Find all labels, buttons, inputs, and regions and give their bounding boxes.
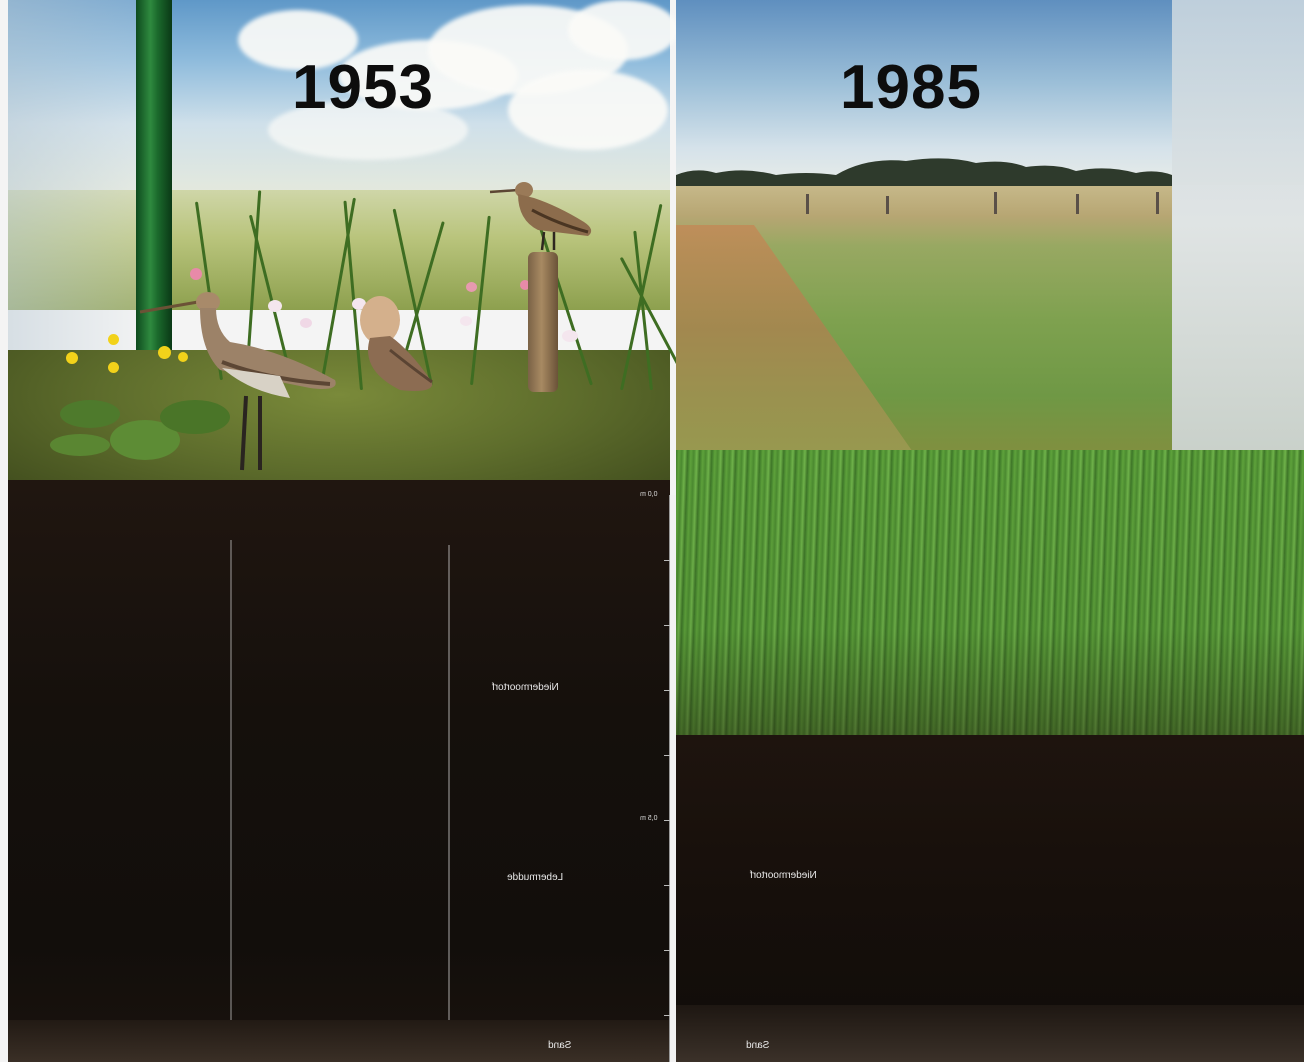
grass-shading [676,450,1304,750]
right-grass-sod [676,450,1304,750]
soil-label-bottom-right: Sand [746,1040,770,1051]
depth-mark-mid: 0,5 m [640,815,658,822]
left-grass-mound [8,350,670,500]
godwit-bird [139,292,336,471]
soil-label-upper-left: Niedermoortorf [492,682,559,693]
green-display-post [136,0,172,380]
snipe-bird [489,182,592,251]
ruff-bird [360,296,433,391]
soil-label-bottom-left: Sand [548,1040,572,1051]
left-soil-profile [8,480,670,1062]
year-label-left: 1953 [292,53,434,122]
tree-line [676,158,1172,187]
year-label-right: 1985 [840,53,982,122]
soil-label-middle-left: Lebermudde [507,872,564,883]
depth-mark-top: 0,0 m [640,491,658,498]
marsh-marigold [50,330,250,480]
wooden-post [528,252,558,392]
fence-line [676,190,1172,216]
left-sky [8,0,678,200]
soil-label-middle-right: Niedermoortorf [750,870,817,881]
right-soil-profile [676,735,1304,1062]
